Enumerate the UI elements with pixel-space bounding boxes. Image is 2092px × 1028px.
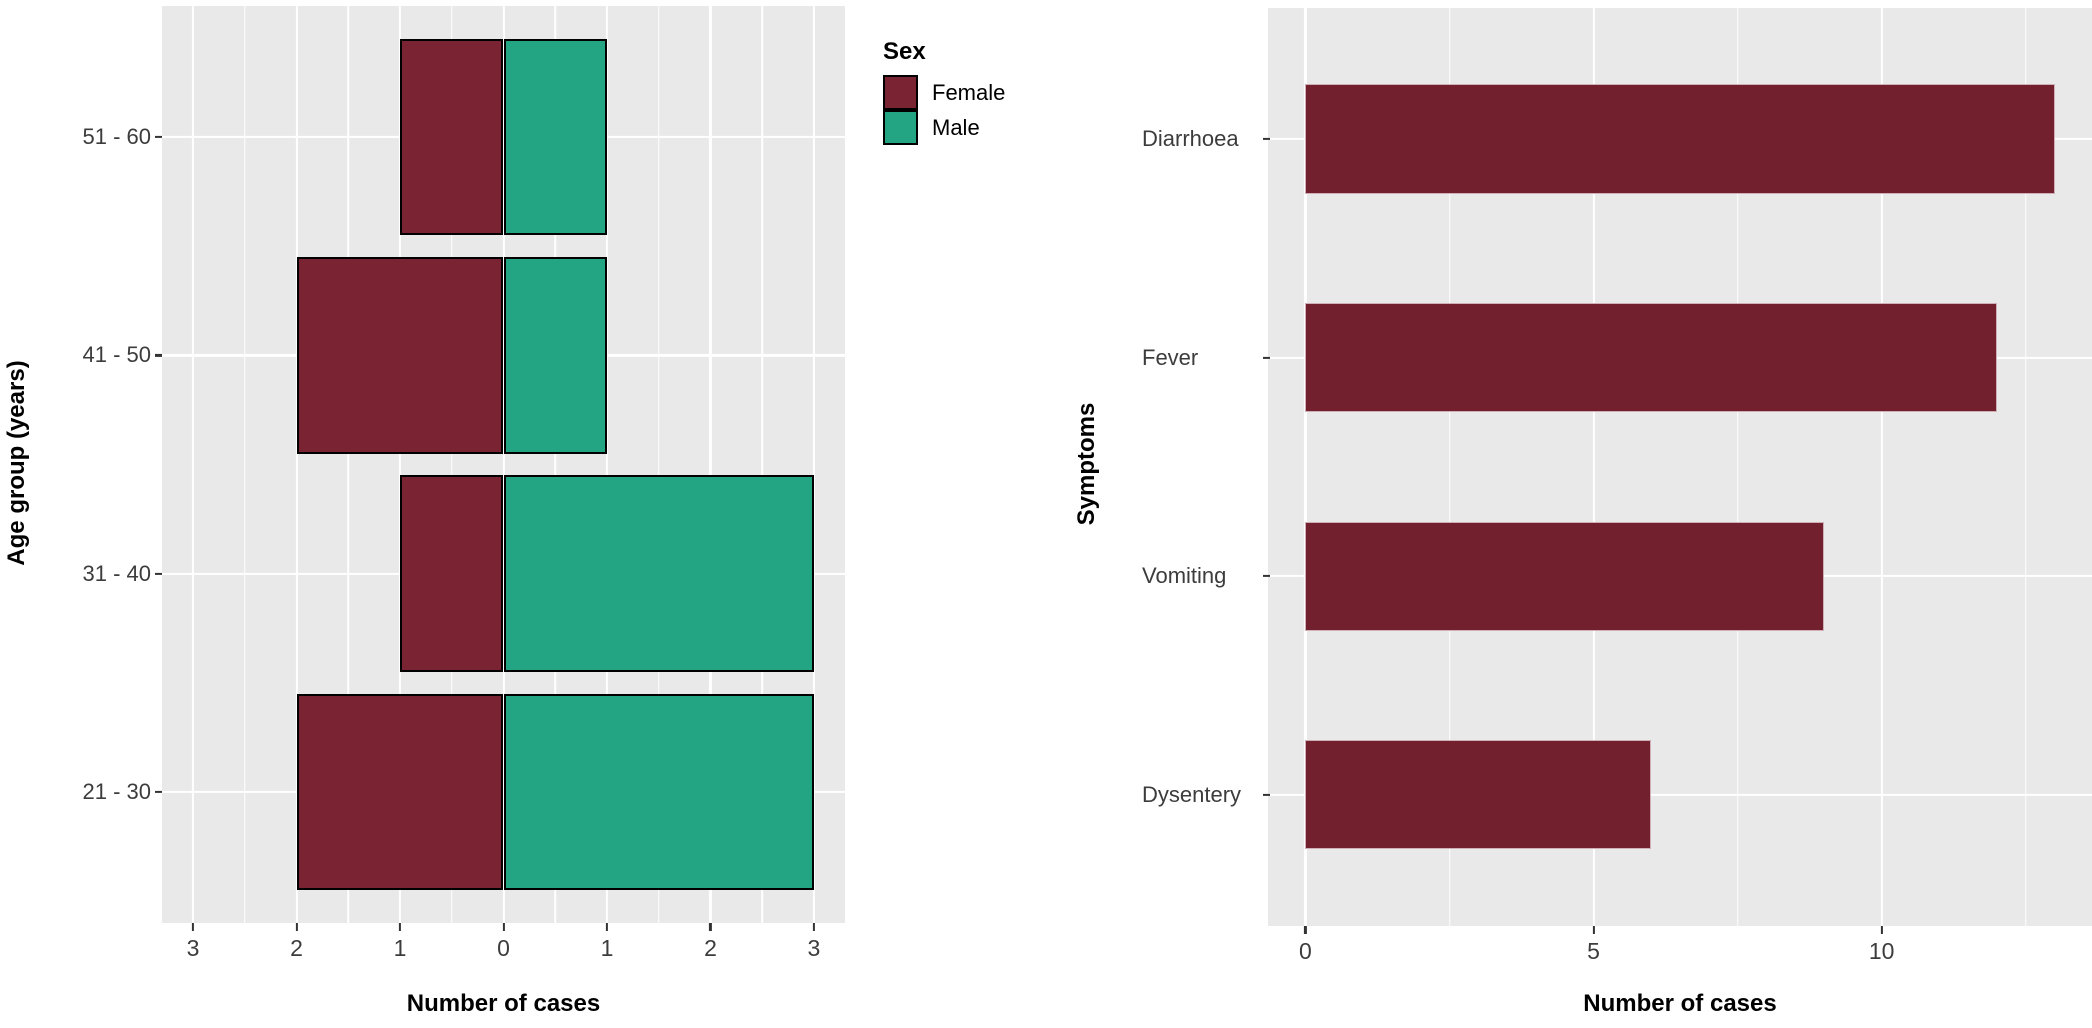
- x-tick-label: 3: [807, 935, 821, 961]
- legend-items: Female Male: [883, 75, 1005, 145]
- pyramid-bar-male: [503, 475, 814, 672]
- pyramid-x-axis: 3 2 1 0 1 2 3: [162, 923, 845, 969]
- major-gridline: [295, 6, 298, 923]
- major-gridline: [1592, 8, 1595, 926]
- pyramid-bar-female: [296, 693, 504, 891]
- major-gridline: [1880, 8, 1883, 926]
- pyramid-y-axis-labels: 51 - 60 41 - 50 31 - 40 21 - 30: [30, 6, 152, 923]
- pyramid-bar-female: [296, 257, 504, 454]
- pyramid-bar-male: [503, 693, 814, 891]
- minor-gridline: [2024, 8, 2027, 926]
- x-tick-label: 0: [497, 935, 510, 961]
- y-category-label: Fever: [1142, 344, 1199, 370]
- minor-gridline: [244, 6, 246, 923]
- x-tick-label: 2: [704, 935, 717, 961]
- y-tick-mark: [155, 572, 162, 575]
- x-tick-mark: [709, 923, 712, 931]
- major-gridline: [709, 6, 712, 923]
- y-tick-mark: [1263, 575, 1270, 578]
- x-tick-label: 1: [393, 935, 407, 961]
- x-tick-label: 10: [1868, 938, 1895, 964]
- x-tick-mark: [398, 923, 402, 931]
- y-tick-mark: [155, 354, 162, 357]
- y-tick-mark: [155, 790, 162, 794]
- legend-item: Female: [883, 75, 1005, 110]
- major-gridline: [1304, 8, 1307, 926]
- major-gridline: [502, 6, 505, 923]
- minor-gridline: [761, 6, 763, 923]
- x-tick-label: 5: [1587, 938, 1600, 964]
- y-category-label: Diarrhoea: [1142, 126, 1239, 152]
- major-gridline: [191, 6, 195, 923]
- major-gridline: [605, 6, 609, 923]
- pyramid-y-axis-tick-marks: [154, 6, 162, 923]
- symptoms-y-axis-tick-marks: [1262, 8, 1270, 926]
- x-tick-mark: [1592, 926, 1595, 934]
- legend-title: Sex: [883, 38, 926, 65]
- pyramid-bar-female: [400, 475, 504, 672]
- pyramid-bar-male: [503, 38, 607, 236]
- symptoms-y-axis-labels: Diarrhoea Fever Vomiting Dysentery: [1142, 8, 1262, 926]
- x-tick-mark: [191, 923, 195, 931]
- symptom-bar: [1305, 740, 1652, 850]
- symptoms-x-axis-title: Number of cases: [1583, 990, 1777, 1017]
- x-tick-label: 2: [290, 935, 303, 961]
- major-gridline: [812, 6, 816, 923]
- y-tick-mark: [155, 135, 162, 139]
- sex-legend: Sex Female Male: [883, 38, 1005, 145]
- symptom-bar: [1305, 521, 1825, 631]
- pyramid-bar-female: [400, 38, 504, 236]
- y-category-label: 41 - 50: [82, 342, 152, 368]
- x-tick-mark: [1880, 926, 1883, 934]
- y-tick-mark: [1263, 356, 1270, 359]
- y-category-label: Vomiting: [1142, 563, 1227, 589]
- pyramid-bar-male: [503, 257, 607, 454]
- minor-gridline: [554, 6, 556, 923]
- legend-swatch: [883, 75, 918, 110]
- legend-item-label: Male: [932, 114, 980, 140]
- minor-gridline: [1736, 8, 1739, 926]
- x-tick-mark: [295, 923, 298, 931]
- x-tick-label: 0: [1299, 938, 1312, 964]
- legend-swatch: [883, 110, 918, 145]
- pyramid-x-axis-title: Number of cases: [406, 990, 601, 1017]
- symptom-bar: [1305, 84, 2055, 194]
- x-tick-label: 1: [600, 935, 614, 961]
- y-category-label: 31 - 40: [82, 560, 152, 586]
- y-tick-mark: [1263, 793, 1270, 796]
- symptoms-x-axis: 0 5 10: [1268, 926, 2092, 972]
- symptoms-plot-panel: [1268, 8, 2092, 926]
- x-tick-mark: [605, 923, 609, 931]
- x-tick-mark: [502, 923, 505, 931]
- minor-gridline: [1448, 8, 1451, 926]
- x-tick-mark: [1304, 926, 1307, 934]
- minor-gridline: [657, 6, 660, 923]
- x-tick-label: 3: [186, 935, 200, 961]
- symptom-bar: [1305, 303, 1997, 413]
- minor-gridline: [451, 6, 453, 923]
- y-category-label: Dysentery: [1142, 781, 1242, 807]
- y-category-label: 51 - 60: [82, 124, 152, 149]
- y-category-label: 21 - 30: [82, 779, 152, 804]
- major-gridline: [398, 6, 402, 923]
- legend-item-label: Female: [932, 79, 1006, 105]
- legend-item: Male: [883, 110, 1005, 145]
- x-tick-mark: [812, 923, 816, 931]
- symptoms-y-axis-title: Symptoms: [1073, 402, 1100, 526]
- major-gridline: [1268, 793, 2092, 796]
- y-tick-mark: [1263, 138, 1270, 141]
- pyramid-plot-panel: [162, 6, 845, 923]
- minor-gridline: [347, 6, 350, 923]
